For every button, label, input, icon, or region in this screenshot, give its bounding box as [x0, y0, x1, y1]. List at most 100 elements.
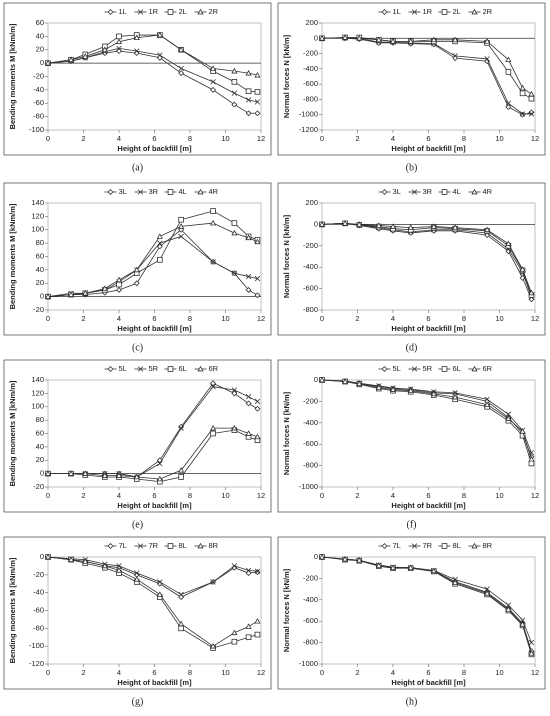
plot-area — [321, 556, 536, 665]
panel-border — [3, 359, 272, 513]
y-tick-label: -1000 — [299, 659, 318, 668]
legend-marker — [137, 189, 144, 195]
legend-label: 2L — [453, 7, 461, 16]
y-tick-label: -400 — [303, 64, 318, 73]
data-point — [44, 293, 52, 299]
y-tick-label: -80 — [33, 623, 44, 632]
legend-marker — [197, 365, 204, 372]
x-tick-label: 8 — [462, 314, 466, 323]
plot-area — [321, 202, 536, 311]
y-tick-label: 40 — [36, 265, 44, 274]
panel-border — [3, 182, 272, 336]
y-tick-label: -40 — [33, 85, 44, 94]
data-point — [505, 602, 512, 608]
y-tick-label: 80 — [36, 238, 44, 247]
data-point — [484, 56, 490, 62]
data-point — [375, 384, 382, 390]
legend-label: 4R — [483, 187, 493, 196]
data-point — [407, 224, 414, 230]
y-tick-label: -200 — [303, 396, 318, 405]
legend-label: 6R — [483, 364, 493, 373]
data-point — [254, 292, 261, 299]
data-point — [528, 650, 535, 656]
y-tick-label: -800 — [303, 94, 318, 103]
legend-label: 2R — [483, 7, 493, 16]
data-point — [519, 84, 526, 91]
data-point — [116, 45, 122, 52]
y-axis-label: Normal forces N [kN/m] — [282, 34, 291, 118]
data-point — [245, 430, 252, 436]
y-tick-label: -1200 — [299, 125, 318, 134]
data-point — [452, 390, 458, 396]
y-axis-label: Normal forces N [kN/m] — [282, 214, 291, 298]
x-tick-label: 10 — [495, 314, 503, 323]
x-tick-label: 10 — [221, 134, 229, 143]
y-tick-label: -120 — [29, 659, 44, 668]
data-point — [178, 70, 185, 77]
legend-label: 2L — [179, 7, 187, 16]
legend-label: 4L — [179, 187, 187, 196]
data-point — [407, 38, 414, 44]
x-tick-label: 2 — [355, 491, 359, 500]
x-tick-label: 10 — [495, 491, 503, 500]
x-tick-label: 12 — [257, 668, 265, 677]
x-tick-label: 10 — [495, 134, 503, 143]
y-tick-label: 120 — [31, 388, 44, 397]
data-point — [483, 226, 491, 233]
data-point — [44, 470, 52, 476]
y-tick-label: -20 — [33, 570, 44, 579]
y-tick-label: 140 — [31, 198, 44, 207]
legend-marker — [441, 9, 448, 15]
data-point — [231, 424, 238, 431]
data-point — [231, 629, 238, 636]
data-point — [178, 625, 184, 632]
data-point — [210, 208, 216, 214]
data-point — [209, 642, 217, 649]
x-tick-label: 6 — [152, 314, 156, 323]
legend-marker — [471, 188, 478, 195]
data-point — [116, 563, 122, 569]
series-line — [47, 556, 258, 647]
data-point — [528, 460, 535, 467]
series-line — [321, 556, 532, 654]
x-axis-label: Height of backfill [m] — [391, 501, 466, 510]
data-point — [528, 90, 535, 97]
legend-marker — [107, 543, 114, 549]
data-point — [389, 38, 397, 44]
caption: (e) — [132, 519, 143, 530]
data-point — [254, 99, 261, 105]
caption: (b) — [406, 162, 418, 173]
data-point — [505, 415, 512, 421]
data-point — [484, 586, 490, 592]
series-line — [321, 222, 532, 298]
data-point — [231, 390, 238, 397]
y-tick-label: -200 — [303, 573, 318, 582]
data-point — [483, 38, 491, 44]
data-point — [430, 390, 437, 397]
y-tick-label: 40 — [36, 31, 44, 40]
data-point — [115, 38, 123, 45]
data-point — [318, 35, 326, 41]
x-axis-label: Height of backfill [m] — [391, 678, 466, 687]
data-point — [231, 67, 238, 74]
data-point — [67, 556, 75, 562]
data-point — [133, 576, 140, 582]
data-point — [101, 285, 108, 291]
y-tick-label: -200 — [303, 241, 318, 250]
legend-marker — [441, 366, 448, 372]
data-point — [178, 620, 185, 627]
x-tick-label: 2 — [355, 314, 359, 323]
data-point — [231, 220, 238, 226]
legend-marker — [411, 189, 418, 195]
y-tick-label: 140 — [31, 375, 44, 384]
legend-marker — [197, 542, 204, 549]
series-line — [47, 210, 258, 298]
data-point — [484, 396, 490, 402]
series-line — [321, 222, 532, 296]
x-axis-label: Height of backfill [m] — [117, 678, 192, 687]
panel-border — [3, 2, 272, 156]
x-tick-label: 12 — [531, 491, 539, 500]
data-point — [231, 563, 238, 569]
data-point — [245, 286, 252, 293]
data-point — [452, 53, 458, 59]
